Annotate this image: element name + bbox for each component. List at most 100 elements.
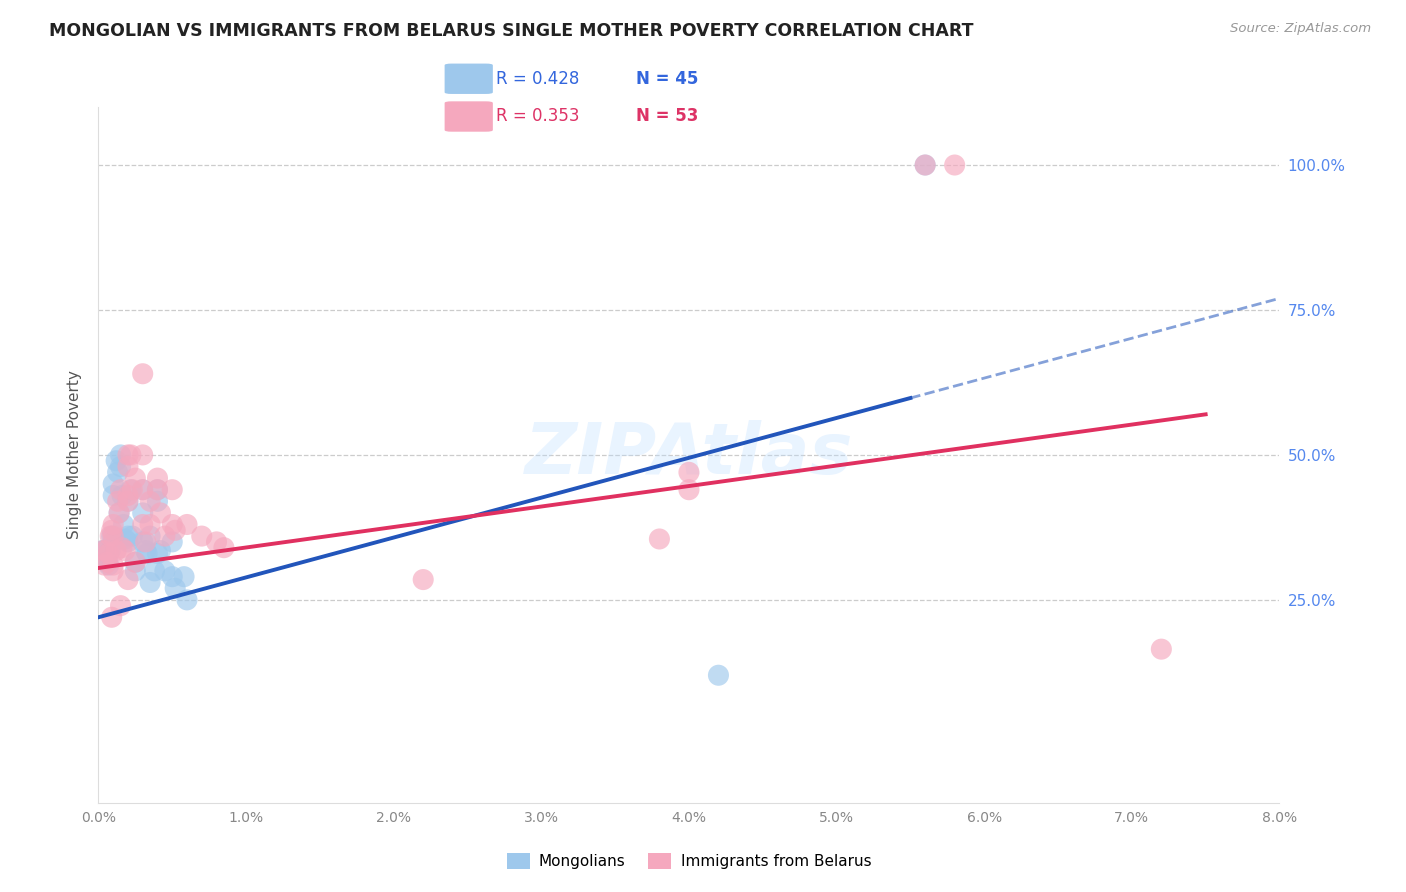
Text: N = 45: N = 45 (636, 70, 699, 87)
Text: R = 0.428: R = 0.428 (496, 70, 579, 87)
Point (117, 529, 139, 543)
Point (146, 483, 169, 497)
Point (114, 543, 136, 558)
Text: ZIPAtlas: ZIPAtlas (524, 420, 853, 490)
Point (678, 483, 700, 497)
Text: MONGOLIAN VS IMMIGRANTS FROM BELARUS SINGLE MOTHER POVERTY CORRELATION CHART: MONGOLIAN VS IMMIGRANTS FROM BELARUS SIN… (49, 22, 974, 40)
Point (100, 610, 122, 624)
Point (143, 564, 166, 578)
Text: N = 53: N = 53 (636, 107, 699, 125)
Point (111, 541, 134, 555)
Point (153, 529, 176, 543)
Point (98, 543, 121, 558)
Point (149, 543, 172, 558)
Point (153, 564, 176, 578)
Point (117, 448, 139, 462)
Point (135, 543, 157, 558)
Point (112, 517, 135, 532)
Point (117, 534, 139, 549)
Point (105, 543, 128, 558)
Point (132, 483, 155, 497)
Point (1150, 642, 1173, 657)
Point (412, 573, 434, 587)
Point (124, 555, 146, 569)
Point (165, 582, 187, 596)
Point (146, 546, 169, 561)
Point (176, 517, 198, 532)
Point (117, 459, 139, 474)
Point (135, 534, 157, 549)
Point (110, 483, 132, 497)
Point (96, 555, 118, 569)
Point (91, 543, 114, 558)
Point (94, 552, 117, 566)
Point (121, 529, 143, 543)
Point (97, 546, 120, 561)
Point (173, 570, 195, 584)
Point (132, 534, 155, 549)
Point (136, 546, 159, 561)
Point (678, 466, 700, 480)
Point (120, 483, 142, 497)
Point (103, 476, 125, 491)
Point (91, 543, 114, 558)
Point (103, 558, 125, 573)
Point (108, 506, 131, 520)
FancyBboxPatch shape (444, 63, 494, 94)
Point (139, 529, 162, 543)
Point (176, 592, 198, 607)
Point (132, 448, 155, 462)
Point (107, 494, 129, 508)
Point (162, 534, 183, 549)
Point (914, 158, 936, 172)
Point (114, 532, 136, 546)
Point (146, 483, 169, 497)
Point (121, 483, 143, 497)
Point (707, 668, 730, 682)
Point (93, 558, 115, 573)
Point (205, 534, 228, 549)
Point (124, 555, 146, 569)
Point (943, 158, 966, 172)
Point (149, 506, 172, 520)
Point (103, 534, 125, 549)
Point (111, 489, 134, 503)
Point (103, 489, 125, 503)
Point (120, 448, 142, 462)
Point (110, 459, 132, 474)
Point (117, 494, 139, 508)
Point (117, 489, 139, 503)
Point (162, 570, 183, 584)
Point (110, 448, 132, 462)
Text: R = 0.353: R = 0.353 (496, 107, 579, 125)
Point (103, 517, 125, 532)
Point (94, 543, 117, 558)
Point (162, 483, 183, 497)
Point (146, 494, 169, 508)
Point (212, 541, 235, 555)
Point (165, 523, 187, 537)
Text: Source: ZipAtlas.com: Source: ZipAtlas.com (1230, 22, 1371, 36)
Point (100, 529, 122, 543)
Point (103, 564, 125, 578)
Point (117, 494, 139, 508)
Point (648, 532, 671, 546)
Legend: Mongolians, Immigrants from Belarus: Mongolians, Immigrants from Belarus (501, 847, 877, 875)
Y-axis label: Single Mother Poverty: Single Mother Poverty (67, 370, 83, 540)
Point (103, 529, 125, 543)
Point (132, 506, 155, 520)
FancyBboxPatch shape (444, 102, 494, 132)
Point (107, 466, 129, 480)
Point (132, 367, 155, 381)
Point (146, 471, 169, 485)
Point (117, 573, 139, 587)
Point (191, 529, 214, 543)
Point (108, 506, 131, 520)
Point (124, 471, 146, 485)
Point (96, 555, 118, 569)
Point (93, 543, 115, 558)
Point (162, 517, 183, 532)
Point (105, 453, 128, 467)
Point (139, 494, 162, 508)
Point (914, 158, 936, 172)
